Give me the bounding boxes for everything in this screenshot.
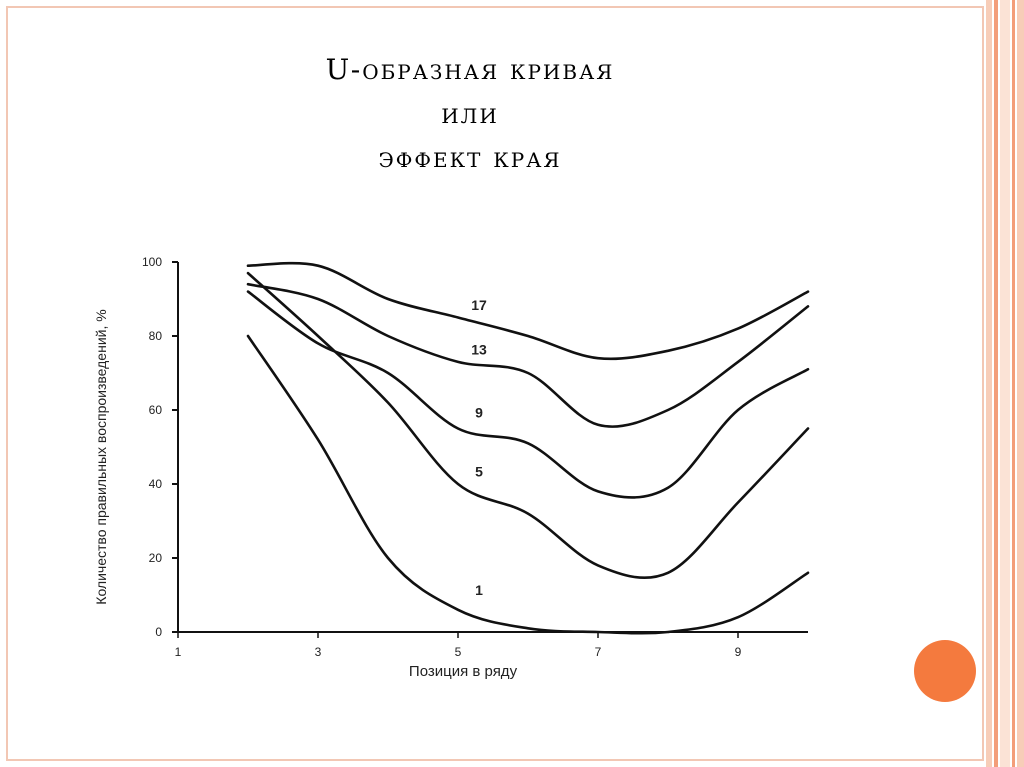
x-axis-label: Позиция в ряду	[409, 663, 518, 680]
series-line-17	[246, 261, 810, 361]
x-tick-label-3: 3	[315, 645, 322, 659]
title-line-3: эффект края	[378, 141, 562, 174]
y-tick-label-100: 100	[142, 255, 162, 269]
title-line-2: или	[441, 97, 499, 130]
x-tick-label-9: 9	[735, 645, 742, 659]
series-label-17: 17	[471, 297, 487, 313]
decor-stripe-1	[986, 0, 992, 767]
x-tick-label-1: 1	[175, 645, 182, 659]
decor-stripe-3	[1000, 0, 1010, 767]
series-label-1: 1	[475, 582, 483, 598]
y-tick-label-20: 20	[149, 551, 163, 565]
series-label-9: 9	[475, 404, 483, 420]
series-label-13: 13	[471, 342, 487, 358]
y-tick-label-80: 80	[149, 329, 163, 343]
series-line-1	[246, 334, 810, 635]
y-tick-label-0: 0	[155, 625, 162, 639]
series-line-5	[246, 271, 810, 580]
decor-stripe-2	[994, 0, 998, 767]
y-tick-label-60: 60	[149, 403, 163, 417]
series-line-9	[246, 290, 810, 499]
x-tick-label-5: 5	[455, 645, 462, 659]
slide-frame	[6, 6, 984, 761]
series-label-5: 5	[475, 464, 483, 480]
y-tick-label-40: 40	[149, 477, 163, 491]
title-line-1: U-образная кривая	[325, 53, 615, 86]
decor-orange-dot	[914, 640, 976, 702]
decor-stripe-5	[1017, 0, 1024, 767]
decor-stripe-4	[1012, 0, 1015, 767]
series-line-13	[246, 282, 810, 428]
slide-title: U-образная кривая или эффект края	[200, 48, 740, 180]
x-tick-label-7: 7	[595, 645, 602, 659]
y-axis-label: Количество правильных воспроизведений, %	[93, 309, 109, 604]
